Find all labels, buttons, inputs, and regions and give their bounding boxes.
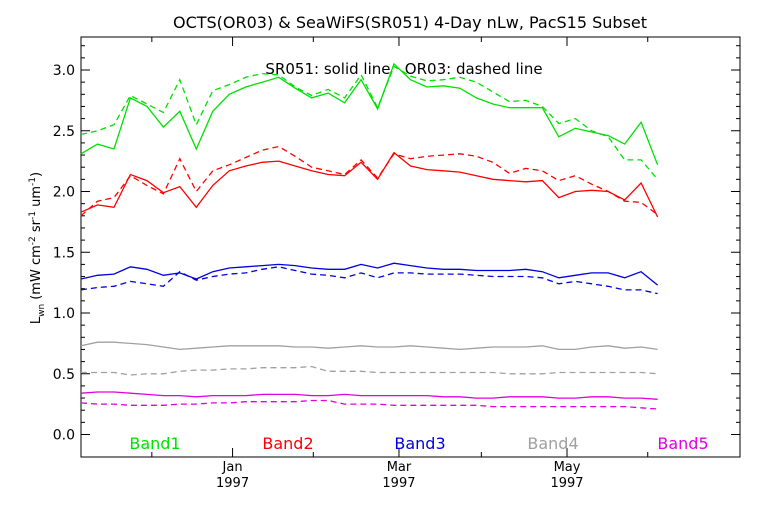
legend-item-band5: Band5 bbox=[657, 434, 708, 453]
y-tick-label: 1.0 bbox=[53, 306, 75, 322]
y-axis-label-mid: sr bbox=[29, 219, 44, 236]
series-line-band3-dashed bbox=[80, 266, 658, 295]
legend: Band1 Band2 Band3 Band4 Band5 bbox=[129, 434, 708, 453]
series-line-band2-dashed bbox=[80, 145, 658, 217]
y-tick-label: 2.0 bbox=[53, 185, 75, 201]
legend-item-band3: Band3 bbox=[394, 434, 445, 453]
series-line-band5-solid bbox=[80, 391, 658, 400]
series-line-band4-dashed bbox=[81, 365, 658, 376]
series-line-band4-solid bbox=[80, 341, 658, 351]
legend-item-band2: Band2 bbox=[262, 434, 313, 453]
y-axis-label-exp3: -1 bbox=[28, 177, 38, 186]
series-line-band1-dashed bbox=[80, 65, 659, 180]
x-tick-label-month: Jan bbox=[222, 460, 243, 475]
legend-item-band1: Band1 bbox=[129, 434, 180, 453]
y-tick-label: 0.5 bbox=[53, 367, 75, 383]
y-tick-label: 3.0 bbox=[53, 63, 75, 79]
y-tick-label: 1.5 bbox=[53, 245, 75, 261]
y-axis-label: Lwn(mW cm-2 sr-1 um-1) bbox=[28, 172, 47, 324]
y-axis-label-close: ) bbox=[29, 172, 44, 177]
line-style-annotation: SR051: solid line OR03: dashed line bbox=[265, 60, 542, 78]
y-axis-label-units: (mW cm bbox=[29, 245, 44, 300]
y-axis-label-um: um bbox=[29, 186, 44, 211]
series-line-band5-dashed bbox=[80, 399, 658, 410]
y-axis-label-exp2: -1 bbox=[28, 211, 38, 220]
plot-frame bbox=[80, 36, 741, 458]
series-line-band2-solid bbox=[80, 151, 659, 218]
x-tick-label-year: 1997 bbox=[382, 476, 415, 491]
series-lines bbox=[80, 62, 659, 410]
y-axis-label-sub: wn bbox=[37, 304, 47, 317]
y-tick-label: 2.5 bbox=[53, 124, 75, 140]
y-axis-label-main: L bbox=[29, 316, 44, 324]
legend-item-band4: Band4 bbox=[527, 434, 578, 453]
x-tick-label-year: 1997 bbox=[550, 476, 583, 491]
y-tick-label: 0.0 bbox=[53, 428, 75, 444]
y-axis: 0.0 0.5 1.0 1.5 2.0 2.5 3.0 bbox=[53, 45, 740, 444]
x-tick-label-year: 1997 bbox=[216, 476, 249, 491]
chart-title: OCTS(OR03) & SeaWiFS(SR051) 4-Day nLw, P… bbox=[173, 13, 647, 32]
y-axis-label-exp1: -2 bbox=[28, 236, 38, 245]
x-tick-label-month: May bbox=[554, 460, 581, 475]
series-line-band1-solid bbox=[80, 62, 659, 166]
x-tick-label-month: Mar bbox=[387, 460, 412, 475]
